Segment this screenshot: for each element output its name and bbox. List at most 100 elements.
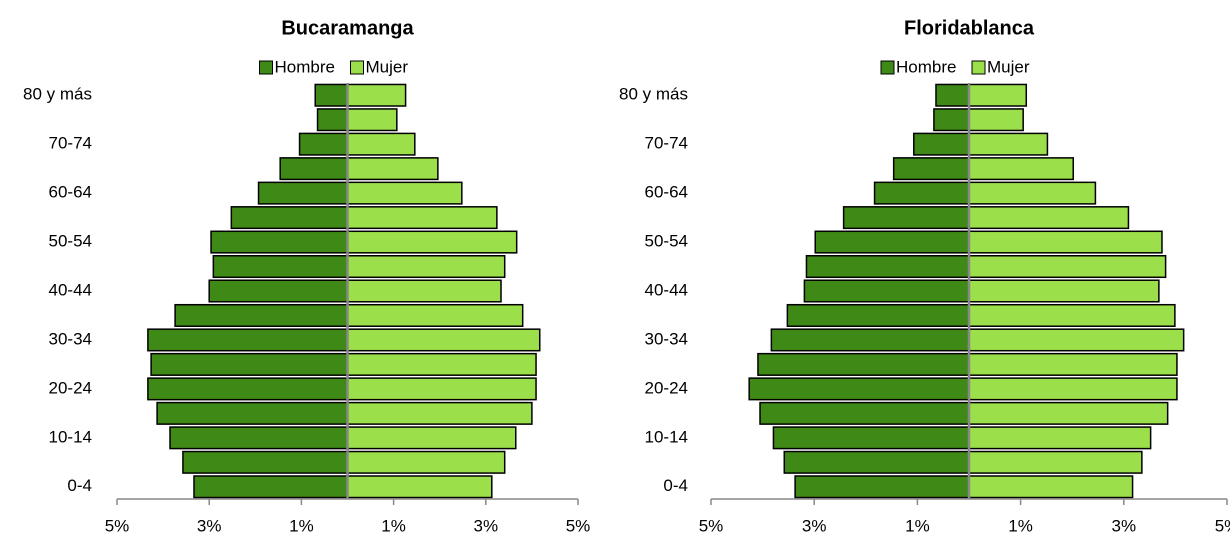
bar [842, 206, 970, 230]
bar [346, 401, 533, 425]
bar [968, 426, 1152, 450]
x-tick-label: 5% [699, 516, 724, 535]
bar [772, 426, 970, 450]
x-tick-label: 3% [802, 516, 827, 535]
x-tick-label: 3% [197, 516, 222, 535]
bar [968, 279, 1160, 303]
y-tick-label: 80 y más [619, 85, 688, 104]
bar [230, 206, 349, 230]
chart-title: Floridablanca [904, 17, 1035, 39]
bar [913, 132, 970, 156]
bar [968, 132, 1049, 156]
bar [346, 377, 537, 401]
bar [346, 279, 502, 303]
bar [147, 377, 349, 401]
bar [968, 352, 1178, 376]
y-tick-label: 60-64 [49, 183, 92, 202]
bar [346, 132, 416, 156]
x-tick-label: 5% [1215, 516, 1230, 535]
bar [346, 328, 541, 352]
x-tick-label: 3% [474, 516, 499, 535]
bar [783, 450, 970, 474]
bar [814, 230, 970, 254]
bar [968, 230, 1163, 254]
legend-label: Mujer [987, 57, 1030, 76]
bar [279, 157, 349, 181]
bar [805, 255, 970, 279]
bar [150, 352, 349, 376]
bar [346, 230, 518, 254]
bar [968, 303, 1176, 327]
y-tick-label: 10-14 [49, 427, 92, 446]
bar [794, 475, 970, 499]
bar [156, 401, 349, 425]
bar [193, 475, 349, 499]
x-tick-label: 1% [381, 516, 406, 535]
x-tick-label: 5% [566, 516, 591, 535]
bar [346, 181, 463, 205]
y-tick-label: 10-14 [645, 427, 688, 446]
bar [786, 303, 970, 327]
bar [346, 475, 493, 499]
bar [803, 279, 970, 303]
y-tick-label: 30-34 [49, 329, 92, 348]
bar [208, 279, 349, 303]
bar [147, 328, 349, 352]
y-tick-label: 50-54 [645, 232, 688, 251]
y-tick-label: 20-24 [645, 378, 688, 397]
y-tick-label: 0-4 [663, 476, 688, 495]
legend-swatch [971, 60, 986, 75]
bar [892, 157, 970, 181]
bar [174, 303, 349, 327]
bar [346, 157, 439, 181]
bar [873, 181, 970, 205]
y-tick-label: 70-74 [49, 134, 92, 153]
y-tick-label: 80 y más [23, 85, 92, 104]
bar [210, 230, 349, 254]
bar [935, 83, 970, 107]
legend-swatch [880, 60, 895, 75]
bar [757, 352, 970, 376]
x-tick-label: 3% [1112, 516, 1137, 535]
bar [169, 426, 349, 450]
bar [316, 108, 349, 132]
bar [968, 377, 1178, 401]
y-tick-label: 20-24 [49, 378, 92, 397]
y-tick-label: 60-64 [645, 183, 688, 202]
bar [759, 401, 970, 425]
bar [770, 328, 970, 352]
bar [968, 401, 1169, 425]
bar [346, 352, 537, 376]
x-tick-label: 1% [289, 516, 314, 535]
legend-label: Hombre [896, 57, 956, 76]
bar [346, 303, 524, 327]
y-tick-label: 30-34 [645, 329, 688, 348]
bar [968, 108, 1024, 132]
y-tick-label: 40-44 [645, 280, 688, 299]
legend-swatch [259, 60, 273, 75]
x-tick-label: 1% [905, 516, 930, 535]
bar [968, 181, 1097, 205]
y-tick-label: 70-74 [645, 134, 688, 153]
x-tick-label: 5% [105, 516, 130, 535]
y-tick-label: 0-4 [67, 476, 92, 495]
bar [298, 132, 349, 156]
legend-label: Mujer [366, 57, 409, 76]
bar [182, 450, 349, 474]
bar [212, 255, 349, 279]
bar [748, 377, 970, 401]
bar [968, 255, 1167, 279]
bar [346, 426, 517, 450]
bar [968, 450, 1143, 474]
y-tick-label: 50-54 [49, 232, 92, 251]
legend-swatch [350, 60, 364, 75]
bar [257, 181, 349, 205]
bar [346, 450, 506, 474]
bar [933, 108, 970, 132]
bar [346, 108, 398, 132]
bar [968, 83, 1028, 107]
bar [346, 206, 498, 230]
chart-title: Bucaramanga [281, 17, 414, 39]
bar [968, 157, 1074, 181]
